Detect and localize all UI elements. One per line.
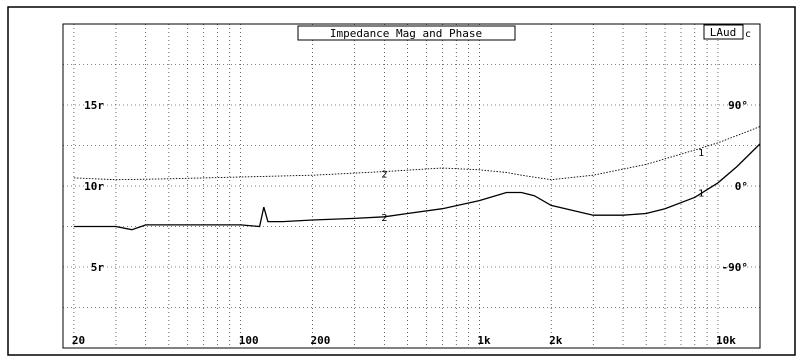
- x-tick-label: 100: [239, 334, 259, 347]
- logo-suffix: c: [745, 29, 751, 40]
- series-marker: 1: [698, 148, 704, 159]
- right-tick-label: 0°: [735, 180, 748, 193]
- left-tick-label: 10r: [84, 180, 104, 193]
- series-group: 2 1 2 1: [73, 126, 761, 231]
- outer-frame: [7, 6, 796, 356]
- series-marker: 1: [698, 188, 704, 199]
- right-tick-label: -90°: [722, 261, 749, 274]
- left-tick-label: 5r: [91, 261, 105, 274]
- series-marker: 2: [381, 169, 387, 180]
- x-tick-label: 20: [72, 334, 85, 347]
- chart-title: Impedance Mag and Phase: [330, 27, 482, 40]
- x-tick-label: 2k: [549, 334, 563, 347]
- laud-logo: LAud c: [703, 24, 751, 40]
- logo-frame: [703, 24, 744, 40]
- series-marker: 2: [381, 213, 387, 224]
- x-tick-label: 1k: [477, 334, 491, 347]
- series-line-2: [73, 126, 761, 181]
- grid-lines: [63, 24, 760, 348]
- series-line-1: [73, 143, 761, 231]
- x-tick-label: 10k: [716, 334, 736, 347]
- logo-text: LAud: [710, 26, 737, 39]
- chart-title-box: Impedance Mag and Phase: [297, 25, 516, 41]
- right-tick-label: 90°: [728, 99, 748, 112]
- x-tick-label: 200: [311, 334, 331, 347]
- axis-labels: 20 100 200 1k 2k 10k 15r 10r 5r 90° 0° -90°: [72, 99, 748, 347]
- title-frame: [297, 25, 516, 41]
- left-tick-label: 15r: [84, 99, 104, 112]
